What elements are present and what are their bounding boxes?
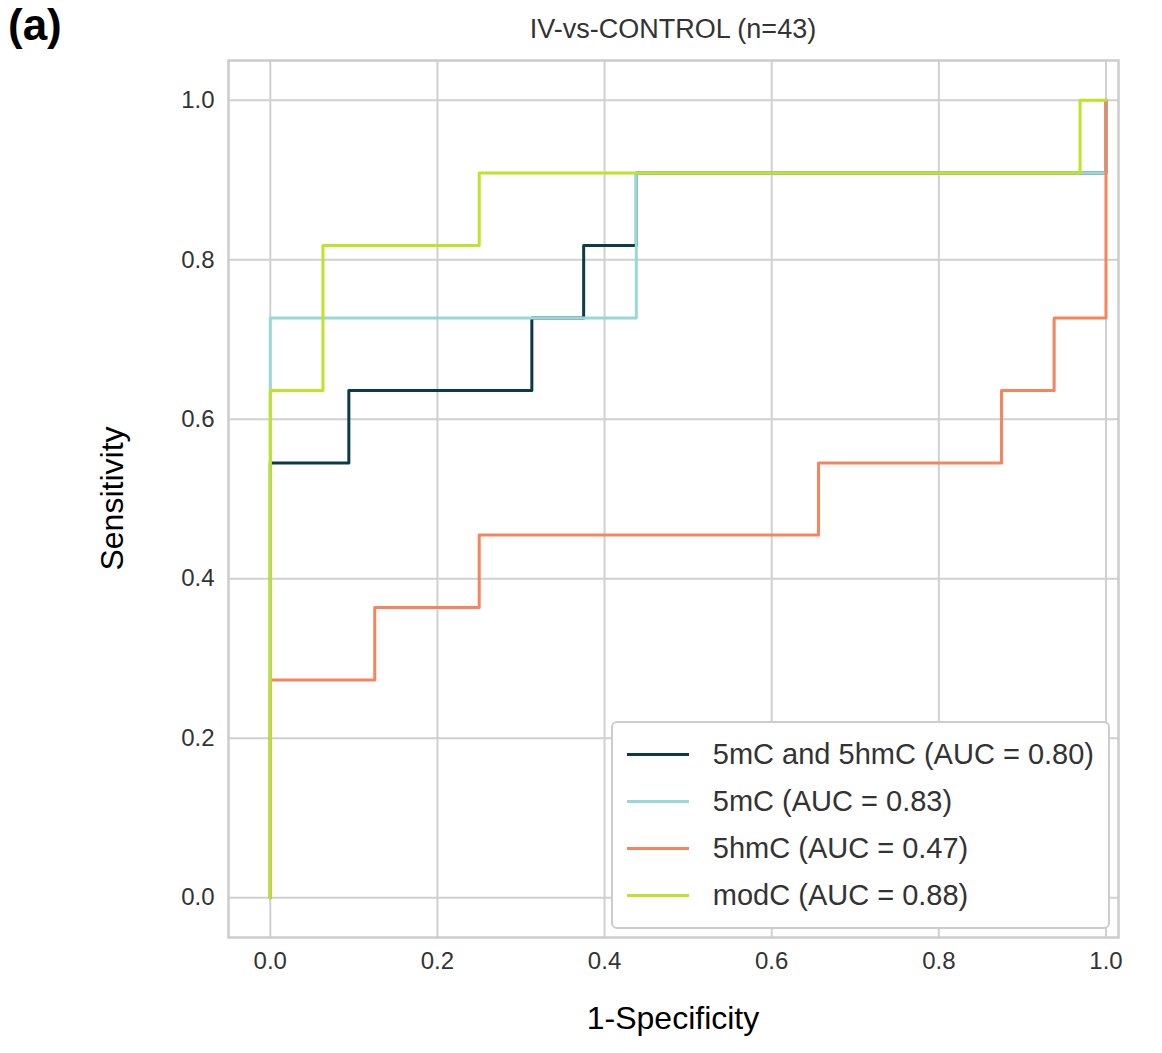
svg-text:0.8: 0.8 [181, 245, 214, 272]
html-text:modC (AUC = 0.88): modC (AUC = 0.88) [712, 879, 969, 911]
svg-text:1.0: 1.0 [181, 86, 214, 113]
html-text:1-Specificity: 1-Specificity [586, 1000, 760, 1036]
svg-text:0.6: 0.6 [181, 405, 214, 432]
html-text:IV-vs-CONTROL (n=43): IV-vs-CONTROL (n=43) [529, 14, 817, 44]
svg-text:0.2: 0.2 [181, 724, 214, 751]
html-text:Sensitivity: Sensitivity [93, 426, 130, 571]
svg-text:0.4: 0.4 [588, 947, 621, 974]
svg-text:0.2: 0.2 [421, 947, 454, 974]
svg-text:0.8: 0.8 [922, 947, 955, 974]
svg-text:1.0: 1.0 [1089, 947, 1122, 974]
html-text:(a): (a) [8, 0, 62, 49]
html-text:5mC and 5hmC (AUC = 0.80): 5mC and 5hmC (AUC = 0.80) [712, 738, 1094, 770]
html-text:5mC (AUC = 0.83): 5mC (AUC = 0.83) [712, 785, 953, 817]
svg-text:0.6: 0.6 [755, 947, 788, 974]
svg-text:0.0: 0.0 [254, 947, 287, 974]
svg-text:0.4: 0.4 [181, 564, 214, 591]
svg-text:0.0: 0.0 [181, 883, 214, 910]
html-text:5hmC (AUC = 0.47): 5hmC (AUC = 0.47) [712, 832, 969, 864]
